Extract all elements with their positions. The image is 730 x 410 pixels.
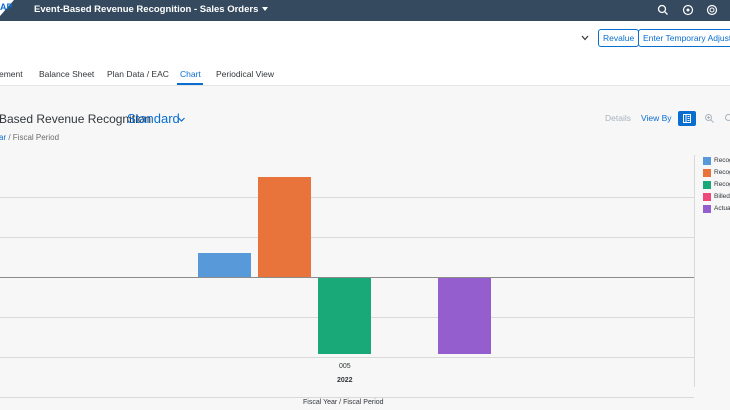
object-header: Revalue Enter Temporary Adjustm ement Ba… [0,21,730,86]
chart-title: Based Revenue Recognition [0,112,152,126]
help-icon[interactable] [705,3,719,17]
chart-plot-area [0,155,694,398]
tab-plan-data-eac[interactable]: Plan Data / EAC [107,69,169,79]
chart-bar[interactable] [318,278,371,354]
tab-statement[interactable]: ement [0,69,23,79]
legend-swatch [703,193,711,201]
active-tab-indicator [177,83,203,85]
x-tick-label: 005 [339,363,351,370]
x-group-label: 2022 [337,377,353,384]
legend-icon [683,114,691,123]
view-by-button[interactable]: View By [641,113,672,123]
shell-bar: AP Event-Based Revenue Recognition - Sal… [0,0,730,21]
legend-item[interactable]: Recog [703,157,730,166]
x-axis-title: Fiscal Year / Fiscal Period [303,399,384,406]
chevron-down-icon[interactable] [580,33,590,43]
enter-temporary-adjustment-button[interactable]: Enter Temporary Adjustm [638,29,730,47]
legend-label: Actua [714,205,730,212]
breadcrumb: ar / Fiscal Period [0,133,59,142]
search-icon[interactable] [656,3,670,17]
tab-periodical-view[interactable]: Periodical View [216,69,274,79]
logo-text: AP [0,2,13,12]
chart-bar[interactable] [198,253,251,277]
legend-swatch [703,205,711,213]
revalue-button[interactable]: Revalue [598,29,640,47]
plot-right-border [694,155,695,387]
breadcrumb-current: / Fiscal Period [6,133,60,142]
legend-label: Recog [714,169,730,176]
gridline [0,197,694,198]
app-title-menu[interactable]: Event-Based Revenue Recognition - Sales … [34,4,269,15]
tab-chart[interactable]: Chart [180,69,201,79]
gridline [0,237,694,238]
legend-label: Recog [714,181,730,188]
app-title: Event-Based Revenue Recognition - Sales … [34,4,259,15]
zero-baseline [0,277,694,278]
details-button[interactable]: Details [605,113,631,123]
chart-bar[interactable] [258,177,311,277]
legend-swatch [703,169,711,177]
notifications-icon[interactable] [681,3,695,17]
chart-bar[interactable] [438,278,491,354]
legend-toggle-button[interactable] [678,111,696,126]
legend-item[interactable]: Actua [703,205,730,214]
legend-swatch [703,181,711,189]
caret-down-icon [262,7,269,12]
zoom-out-icon[interactable] [724,113,730,124]
chevron-down-icon[interactable] [177,115,186,124]
legend-label: Recog [714,157,730,164]
gridline [0,357,694,358]
legend-item[interactable]: Recog [703,169,730,178]
variant-selector[interactable]: Standard [127,111,180,126]
zoom-in-icon[interactable] [704,113,715,124]
tab-balance-sheet[interactable]: Balance Sheet [39,69,95,79]
gridline [0,397,694,398]
legend-item[interactable]: Recog [703,181,730,190]
legend-label: Billed [714,193,730,200]
legend-swatch [703,157,711,165]
legend-item[interactable]: Billed [703,193,730,202]
breadcrumb-link[interactable]: ar [0,133,7,142]
